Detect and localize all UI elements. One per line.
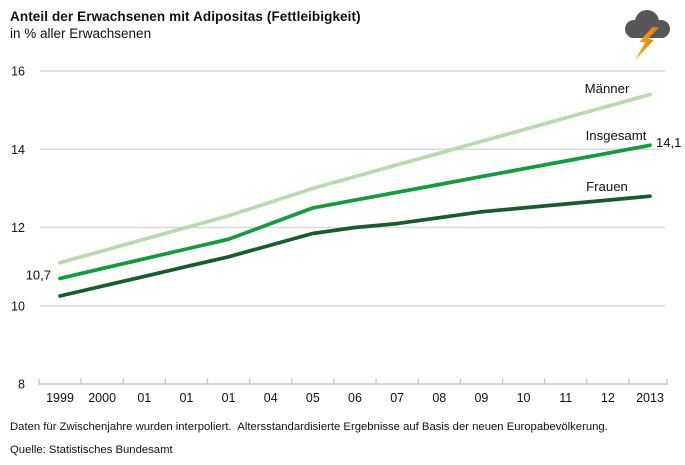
- y-tick-label: 14: [11, 143, 25, 157]
- x-tick-label: 07: [390, 391, 404, 405]
- x-tick-label: 05: [306, 391, 320, 405]
- chart-subtitle: in % aller Erwachsenen: [10, 26, 152, 41]
- x-tick-label: 09: [474, 391, 488, 405]
- x-tick-label: 2013: [636, 391, 664, 405]
- series-label-insgesamt: Insgesamt: [586, 128, 647, 143]
- x-tick-label: 01: [137, 391, 151, 405]
- series-line-insgesamt: [58, 143, 652, 281]
- x-tick-label: 08: [432, 391, 446, 405]
- y-tick-label: 16: [11, 65, 25, 79]
- series-label-frauen: Frauen: [586, 179, 628, 194]
- x-tick-label: 1999: [46, 391, 74, 405]
- series-line-frauen: [58, 194, 652, 298]
- x-tick-label: 01: [222, 391, 236, 405]
- value-label-start: 10,7: [26, 267, 51, 282]
- thunderstorm-cloud-icon: [625, 10, 670, 60]
- series-label-maenner: Männer: [585, 81, 630, 96]
- x-tick-label: 06: [348, 391, 362, 405]
- series-line-maenner: [58, 92, 652, 265]
- y-tick-label: 10: [11, 299, 25, 313]
- source-line: Quelle: Statistisches Bundesamt: [10, 444, 173, 456]
- x-tick-label: 11: [559, 391, 572, 405]
- x-tick-label: 2000: [88, 391, 116, 405]
- y-tick-label: 8: [18, 378, 25, 392]
- y-tick-label: 12: [11, 221, 25, 235]
- value-label-end: 14,1: [656, 135, 681, 150]
- x-tick-label: 12: [601, 391, 615, 405]
- chart-title: Anteil der Erwachsenen mit Adipositas (F…: [10, 9, 361, 24]
- x-tick-label: 01: [179, 391, 193, 405]
- x-tick-label: 04: [264, 391, 278, 405]
- x-tick-label: 10: [517, 391, 531, 405]
- lightning-bolt: [635, 26, 660, 60]
- footnote: Daten für Zwischenjahre wurden interpoli…: [10, 421, 608, 433]
